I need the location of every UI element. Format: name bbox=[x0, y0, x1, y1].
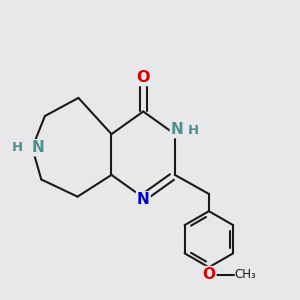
Text: N: N bbox=[31, 140, 44, 155]
Text: O: O bbox=[136, 70, 150, 85]
Text: O: O bbox=[202, 267, 215, 282]
Text: CH₃: CH₃ bbox=[235, 268, 256, 281]
Text: H: H bbox=[12, 141, 23, 154]
Text: N: N bbox=[137, 192, 150, 207]
Text: N: N bbox=[171, 122, 184, 137]
Text: H: H bbox=[188, 124, 199, 137]
